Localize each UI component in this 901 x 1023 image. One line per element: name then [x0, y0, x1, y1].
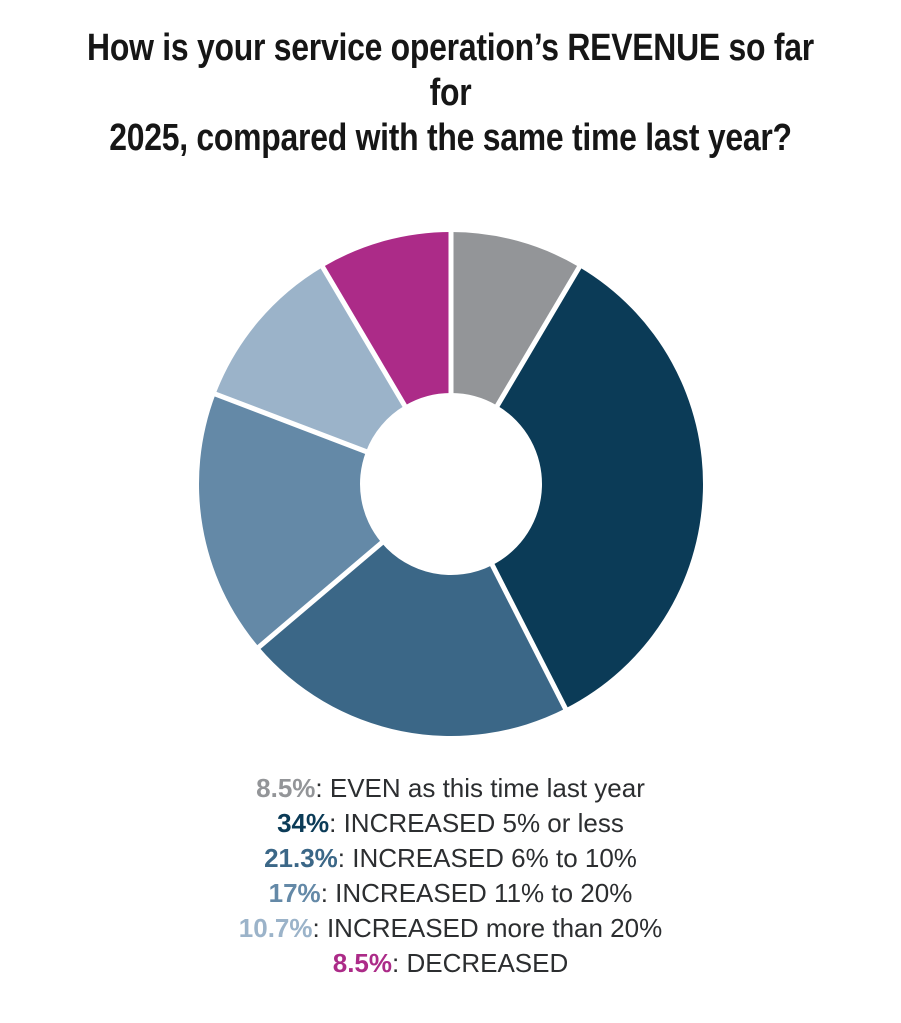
- legend-label: : INCREASED 6% to 10%: [337, 843, 637, 873]
- legend-value: 8.5%: [256, 773, 316, 803]
- legend-item: 34%: INCREASED 5% or less: [0, 806, 901, 841]
- legend-item: 17%: INCREASED 11% to 20%: [0, 876, 901, 911]
- donut-segment: [492, 267, 704, 709]
- chart-legend: 8.5%: EVEN as this time last year 34%: I…: [0, 771, 901, 981]
- legend-label: : INCREASED 11% to 20%: [320, 878, 633, 908]
- segment-divider: [493, 264, 583, 410]
- legend-label: : DECREASED: [392, 948, 569, 978]
- legend-label: : INCREASED 5% or less: [329, 808, 624, 838]
- legend-value: 34%: [277, 808, 330, 838]
- chart-title: How is your service operation’s REVENUE …: [87, 27, 814, 159]
- legend-label: : INCREASED more than 20%: [312, 913, 663, 943]
- legend-item: 21.3%: INCREASED 6% to 10%: [0, 841, 901, 876]
- segment-divider: [255, 539, 386, 651]
- legend-item: 10.7%: INCREASED more than 20%: [0, 911, 901, 946]
- legend-label: : EVEN as this time last year: [315, 773, 645, 803]
- donut-chart-svg: [198, 230, 704, 737]
- legend-value: 10.7%: [238, 913, 313, 943]
- donut-chart: [191, 224, 711, 744]
- legend-item: 8.5%: DECREASED: [0, 946, 901, 981]
- donut-segment: [198, 394, 382, 648]
- donut-segment: [258, 542, 566, 737]
- segment-divider: [488, 561, 569, 712]
- donut-segment: [215, 267, 405, 452]
- legend-value: 17%: [268, 878, 321, 908]
- legend-value: 8.5%: [332, 948, 392, 978]
- donut-segment: [451, 232, 580, 406]
- segment-divider: [319, 264, 409, 410]
- legend-value: 21.3%: [264, 843, 338, 873]
- legend-item: 8.5%: EVEN as this time last year: [0, 771, 901, 806]
- segment-divider: [212, 391, 370, 455]
- donut-segment: [322, 232, 451, 406]
